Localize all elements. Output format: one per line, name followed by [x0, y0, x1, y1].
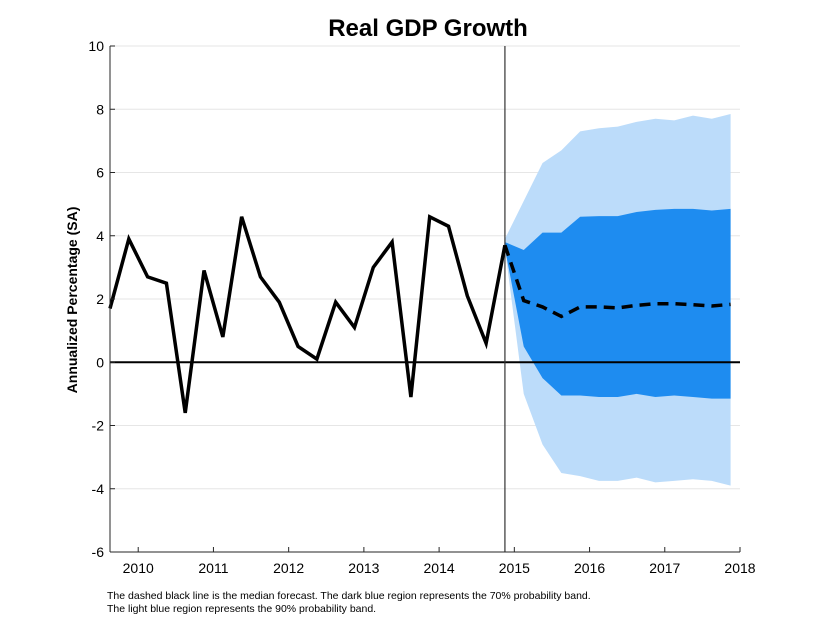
x-tick-label: 2015 — [499, 560, 530, 576]
x-tick-label: 2016 — [574, 560, 605, 576]
y-tick-label: 8 — [96, 101, 104, 117]
x-tick-label: 2014 — [424, 560, 455, 576]
band-layer — [504, 113, 731, 486]
y-tick-label: -6 — [92, 544, 105, 560]
caption-line-1: The dashed black line is the median fore… — [107, 590, 591, 602]
x-tick-label: 2012 — [273, 560, 304, 576]
x-tick-label: 2013 — [348, 560, 379, 576]
y-tick-label: 10 — [88, 38, 104, 54]
y-axis-label: Annualized Percentage (SA) — [64, 207, 80, 394]
chart-caption: The dashed black line is the median fore… — [107, 590, 807, 616]
y-tick-label: -4 — [92, 481, 105, 497]
x-tick-label: 2010 — [123, 560, 154, 576]
x-tick-label: 2017 — [649, 560, 680, 576]
y-tick-label: 2 — [96, 291, 104, 307]
actual-series-line — [108, 214, 507, 414]
band70-area — [504, 208, 731, 399]
x-tick-label: 2011 — [198, 560, 228, 576]
y-tick-label: 0 — [96, 354, 104, 370]
median-series-line — [503, 244, 731, 319]
tick-layer: -6 -4 -2 0 2 4 6 8 10 2010 2011 2012 2013 2014 2015 201… — [88, 38, 755, 576]
x-tick-label: 2018 — [724, 560, 755, 576]
y-tick-label: 6 — [96, 165, 104, 181]
y-tick-label: 4 — [96, 228, 104, 244]
y-tick-label: -2 — [92, 418, 105, 434]
chart-title: Real GDP Growth — [328, 15, 528, 42]
line-layer — [108, 46, 740, 552]
caption-line-2: The light blue region represents the 90%… — [107, 603, 377, 615]
